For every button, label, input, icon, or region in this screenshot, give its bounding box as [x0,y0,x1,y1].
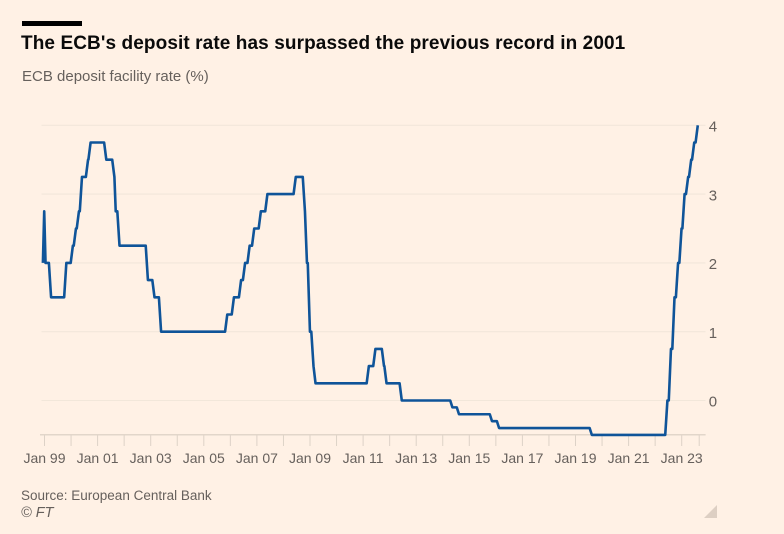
svg-text:Jan 13: Jan 13 [395,450,437,466]
svg-text:Jan 07: Jan 07 [236,450,278,466]
svg-text:3: 3 [709,187,717,204]
svg-text:Jan 15: Jan 15 [448,450,490,466]
svg-text:Jan 09: Jan 09 [289,450,331,466]
svg-text:Jan 11: Jan 11 [343,450,384,466]
svg-text:Jan 01: Jan 01 [77,450,119,466]
svg-text:Jan 03: Jan 03 [130,450,172,466]
svg-text:Jan 23: Jan 23 [661,450,703,466]
svg-text:Jan 99: Jan 99 [23,450,65,466]
svg-text:Jan 17: Jan 17 [501,450,543,466]
svg-text:Jan 05: Jan 05 [183,450,225,466]
svg-text:2: 2 [709,256,717,273]
svg-text:4: 4 [709,119,717,136]
svg-text:1: 1 [709,325,717,342]
svg-text:0: 0 [709,394,717,411]
svg-text:Jan 21: Jan 21 [608,450,650,466]
svg-text:Jan 19: Jan 19 [554,450,596,466]
